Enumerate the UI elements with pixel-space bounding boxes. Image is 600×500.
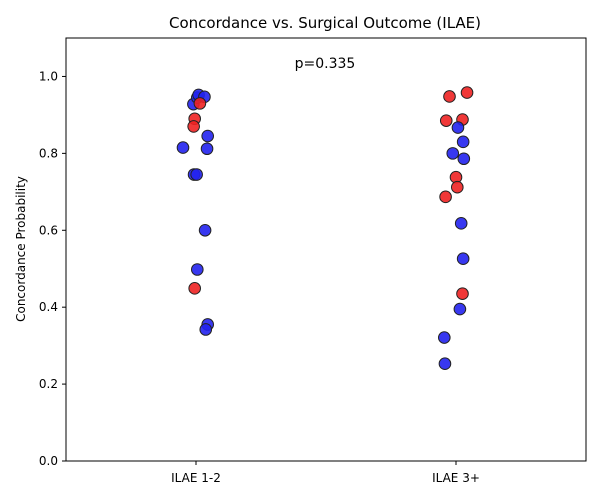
data-point-red bbox=[456, 287, 469, 301]
data-point-red bbox=[439, 190, 452, 204]
y-tick-label: 0.6 bbox=[39, 223, 58, 237]
data-point-blue bbox=[191, 263, 204, 276]
data-point-blue bbox=[190, 168, 203, 181]
p-value-annotation: p=0.335 bbox=[295, 56, 356, 72]
plot-frame bbox=[65, 37, 587, 462]
data-point-red bbox=[460, 86, 474, 99]
data-point-blue bbox=[199, 323, 213, 336]
data-point-blue bbox=[457, 152, 471, 166]
data-point-red bbox=[193, 97, 207, 110]
x-tick-label: ILAE 1-2 bbox=[171, 471, 221, 485]
data-point-blue bbox=[456, 252, 470, 266]
chart-title: Concordance vs. Surgical Outcome (ILAE) bbox=[169, 14, 481, 32]
x-tick-label: ILAE 3+ bbox=[432, 471, 480, 485]
data-point-red bbox=[187, 120, 200, 133]
data-point-blue bbox=[200, 142, 214, 156]
axis-ticks: 0.0 0.2 0.4 0.6 0.8 1.0 ILAE 1-2 ILAE 3+ bbox=[39, 69, 480, 485]
data-point-blue bbox=[451, 121, 465, 134]
data-points bbox=[176, 86, 474, 371]
data-point-red bbox=[443, 90, 456, 103]
data-point-red bbox=[188, 282, 201, 295]
data-point-blue bbox=[456, 135, 470, 149]
data-point-blue bbox=[454, 217, 468, 230]
y-tick-label: 0.8 bbox=[39, 146, 58, 160]
data-point-red bbox=[451, 180, 464, 194]
data-point-red bbox=[439, 114, 453, 127]
data-point-blue bbox=[201, 129, 214, 143]
y-tick-label: 1.0 bbox=[39, 69, 58, 83]
data-point-blue bbox=[176, 141, 190, 154]
data-point-blue bbox=[198, 223, 212, 237]
data-point-blue bbox=[446, 147, 460, 160]
data-point-blue bbox=[438, 357, 452, 371]
data-point-blue bbox=[438, 331, 451, 344]
data-point-blue bbox=[453, 302, 467, 316]
y-axis-label: Concordance Probability bbox=[14, 176, 28, 322]
y-tick-label: 0.2 bbox=[39, 377, 58, 391]
y-tick-label: 0.0 bbox=[39, 454, 58, 468]
y-tick-label: 0.4 bbox=[39, 300, 58, 314]
